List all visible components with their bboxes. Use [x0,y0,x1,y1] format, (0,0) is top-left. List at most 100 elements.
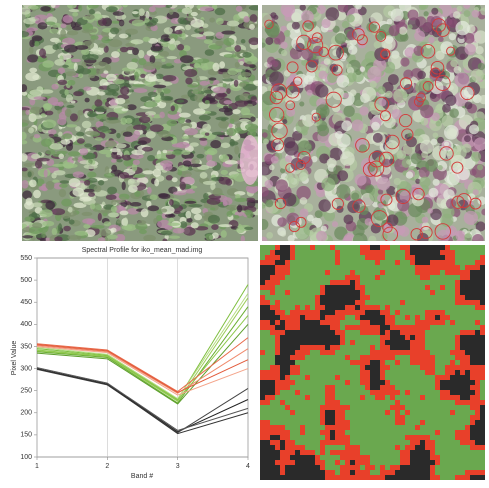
texture-blob [354,173,367,186]
texture-blob [269,164,275,171]
map-cell [440,260,445,265]
y-tick-label: 200 [20,410,32,417]
texture-blob [27,171,32,178]
map-cell [290,350,295,355]
map-cell [440,455,445,460]
map-cell [325,375,330,380]
map-cell [330,335,335,340]
texture-blob [366,22,377,33]
map-cell [395,475,400,480]
map-cell [330,410,335,415]
aerial-image-detected [262,5,485,241]
map-cell [325,450,330,455]
map-cell [305,320,310,325]
crown-marker [416,92,426,103]
texture-blob [140,208,149,218]
texture-blob [47,129,57,135]
map-cell [300,435,305,440]
texture-blob [430,208,442,221]
map-cell [270,375,275,380]
texture-blob [45,150,56,155]
texture-blob [419,176,431,188]
map-cell [365,290,370,295]
texture-blob [436,229,450,241]
map-cell [455,275,460,280]
map-cell [445,370,450,375]
map-cell [450,340,455,345]
map-cell [265,270,270,275]
texture-blob [275,179,288,192]
map-cell [270,360,275,365]
map-cell [445,440,450,445]
map-cell [385,355,390,360]
texture-blob [174,40,181,45]
texture-blob [463,10,471,18]
map-cell [265,445,270,450]
texture-blob [153,217,158,225]
texture-blob [48,133,54,137]
map-cell [430,385,435,390]
map-cell [350,395,355,400]
texture-blob [101,36,111,44]
texture-blob [234,61,240,68]
map-cell [345,355,350,360]
map-cell [400,420,405,425]
map-cell [440,320,445,325]
map-cell [390,400,395,405]
map-cell [275,400,280,405]
map-cell [470,340,475,345]
map-cell [415,445,420,450]
map-cell [455,430,460,435]
map-cell [420,475,425,480]
map-cell [370,350,375,355]
map-cell [325,255,330,260]
map-cell [265,320,270,325]
map-cell [435,315,440,320]
map-cell [480,300,485,305]
map-cell [420,460,425,465]
map-cell [395,305,400,310]
texture-blob [301,10,314,24]
map-cell [455,290,460,295]
map-cell [395,290,400,295]
texture-blob [22,30,30,38]
map-cell [325,315,330,320]
map-cell [390,410,395,415]
map-cell [445,310,450,315]
texture-blob [385,90,393,99]
texture-blob [223,53,237,58]
texture-blob [323,210,336,222]
map-cell [410,245,415,250]
map-cell [420,410,425,415]
crown-marker [302,20,314,32]
map-cell [345,330,350,335]
map-cell [450,410,455,415]
texture-blob [421,216,429,224]
map-cell [425,445,430,450]
texture-blob [340,151,355,166]
crown-marker [431,18,446,33]
texture-blob [340,52,348,60]
map-cell [330,295,335,300]
crown-marker [399,77,413,90]
map-cell [465,420,470,425]
map-cell [400,320,405,325]
map-cell [395,360,400,365]
texture-blob [156,78,166,83]
map-cell [385,300,390,305]
map-cell [465,375,470,380]
texture-blob [181,7,193,15]
map-cell [300,460,305,465]
map-cell [400,360,405,365]
map-cell [450,475,455,480]
texture-blob [370,223,381,234]
texture-blob [190,18,204,28]
texture-blob [272,60,279,68]
map-cell [330,280,335,285]
map-cell [315,280,320,285]
map-cell [395,460,400,465]
map-cell [315,300,320,305]
map-cell [315,290,320,295]
map-cell [440,470,445,475]
map-cell [400,465,405,470]
